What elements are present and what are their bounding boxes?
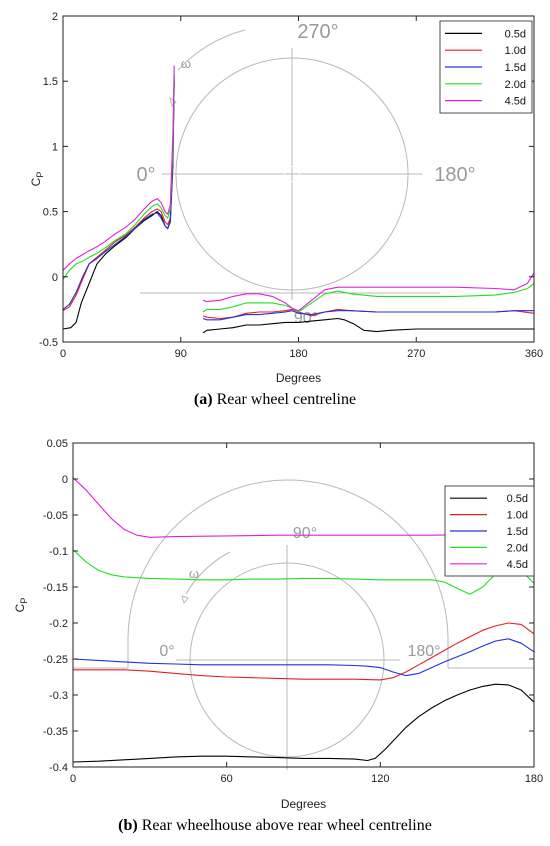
legend-label-b-4: 4.5d (507, 559, 528, 571)
y-label-sub-b: P (19, 598, 29, 604)
chart-a: 270°0° 180°90°ω 0 90 180 270 360-0.500.511.52… (29, 11, 543, 408)
legend-label-b-1: 1.0d (507, 510, 528, 522)
caption-b-text: Rear wheelhouse above rear wheel centrel… (138, 817, 432, 834)
wheel-schematic-a: 270°0° 180°90°ω (136, 21, 475, 327)
y-tick-label-a-3: 1 (52, 141, 58, 153)
legend-a: 0.5d 1.0d 1.5d 2.0d 4.5d (439, 20, 533, 114)
legend-label-a-0: 0.5d (505, 28, 526, 40)
series-group-a (62, 65, 535, 334)
x-axis-label-b: Degrees (281, 797, 326, 811)
series-line-a-4-5d-seg1 (202, 272, 535, 312)
y-axis-label-b: CP (13, 598, 29, 613)
series-line-b-0-5d-seg0 (72, 683, 535, 763)
series-line-a-1-0d-seg1 (202, 308, 535, 320)
y-axis-label-a: CP (29, 172, 45, 187)
caption-b: (b) Rear wheelhouse above rear wheel cen… (118, 817, 432, 834)
legend-label-a-3: 2.0d (505, 79, 526, 91)
rotation-arrow-b-icon (181, 595, 189, 605)
series-line-b-1-5d-seg0 (72, 638, 535, 677)
caption-b-bold: (b) (118, 817, 138, 834)
rotation-arc-a (177, 29, 246, 71)
wheel-schematic-b: 90° 0° 180° ω (73, 479, 534, 770)
wheelhouse-arch-b (127, 479, 449, 668)
y-tick-label-b-0: 0.05 (47, 438, 68, 450)
series-line-a-0-5d-seg1 (202, 317, 534, 334)
legend-label-a-2: 1.5d (505, 62, 526, 74)
y-tick-label-b-6: -0.25 (43, 654, 68, 666)
chart-b: 90° 0° 180° ω 0 60 120 180 0.05 0 -0.05 -0.1 -0.15 -… (13, 438, 543, 834)
plot-frame-b (72, 442, 535, 768)
angle-label-right-b: 180° (407, 643, 440, 660)
omega-label-a: ω (181, 56, 191, 71)
y-tick-label-a-5: 2 (52, 11, 58, 23)
y-tick-label-b-7: -0.3 (49, 690, 68, 702)
angle-label-top-b: 90° (293, 525, 317, 542)
x-tick-label-b-1: 60 (221, 773, 233, 785)
y-tick-label-b-8: -0.35 (43, 726, 68, 738)
x-tick-label-a-3: 270 (407, 348, 425, 360)
y-label-main-b: C (13, 603, 27, 612)
legend-label-b-2: 1.5d (507, 526, 528, 538)
series-line-a-4-5d-seg0 (62, 65, 175, 271)
y-tick-label-b-5: -0.2 (49, 618, 68, 630)
y-tick-label-b-2: -0.05 (43, 510, 68, 522)
legend-label-a-4: 4.5d (505, 96, 526, 108)
x-tick-label-a-2: 180 (289, 348, 307, 360)
angle-label-right-a: 180° (434, 164, 475, 186)
series-line-b-1-0d-seg0 (73, 622, 535, 681)
omega-label-b: ω (189, 566, 199, 581)
angle-label-left-a: 0° (136, 164, 155, 186)
y-label-main-a: C (29, 177, 43, 186)
series-line-a-0-5d-seg0 (62, 81, 175, 330)
x-tick-label-a-4: 360 (525, 348, 543, 360)
y-tick-label-a-2: 0.5 (43, 207, 58, 219)
series-line-a-1-5d-seg1 (202, 310, 534, 321)
x-axis-label-a: Degrees (276, 371, 321, 385)
legend-label-b-3: 2.0d (507, 542, 528, 554)
y-tick-label-b-3: -0.1 (49, 546, 68, 558)
y-tick-label-a-1: 0 (52, 272, 58, 284)
series-line-b-2-0d-seg0 (72, 549, 535, 595)
series-line-a-2-0d-seg1 (202, 282, 535, 313)
ticks-a: 0 90 180 270 360-0.500.511.52 (39, 11, 543, 360)
y-label-sub-a: P (35, 172, 45, 178)
x-tick-label-b-3: 180 (525, 773, 543, 785)
x-tick-label-a-1: 90 (175, 348, 187, 360)
caption-a: (a) Rear wheel centreline (194, 391, 356, 408)
series-line-a-1-0d-seg0 (62, 78, 175, 312)
x-tick-label-b-2: 120 (371, 773, 389, 785)
angle-label-top-a: 270° (297, 21, 338, 43)
ticks-b: 0 60 120 180 0.05 0 -0.05 -0.1 -0.15 -0.2 -0.25 -0.… (43, 438, 543, 785)
legend-b: 0.5d 1.0d 1.5d 2.0d 4.5d (444, 485, 535, 577)
series-line-a-1-5d-seg0 (62, 74, 175, 310)
y-tick-label-b-1: 0 (62, 474, 68, 486)
legend-label-b-0: 0.5d (507, 493, 528, 505)
caption-a-bold: (a) (194, 391, 213, 408)
caption-a-text: Rear wheel centreline (213, 391, 356, 408)
series-line-a-2-0d-seg0 (62, 74, 175, 280)
angle-label-left-b: 0° (159, 643, 174, 660)
y-tick-label-b-9: -0.4 (49, 762, 68, 774)
rotation-arc-b (185, 551, 231, 595)
y-tick-label-b-4: -0.15 (43, 582, 68, 594)
y-tick-label-a-0: -0.5 (39, 337, 58, 349)
y-tick-label-a-4: 1.5 (43, 76, 58, 88)
x-tick-label-a-0: 0 (60, 348, 66, 360)
series-group-b (72, 477, 535, 763)
legend-label-a-1: 1.0d (505, 45, 526, 57)
x-tick-label-b-0: 0 (70, 773, 76, 785)
